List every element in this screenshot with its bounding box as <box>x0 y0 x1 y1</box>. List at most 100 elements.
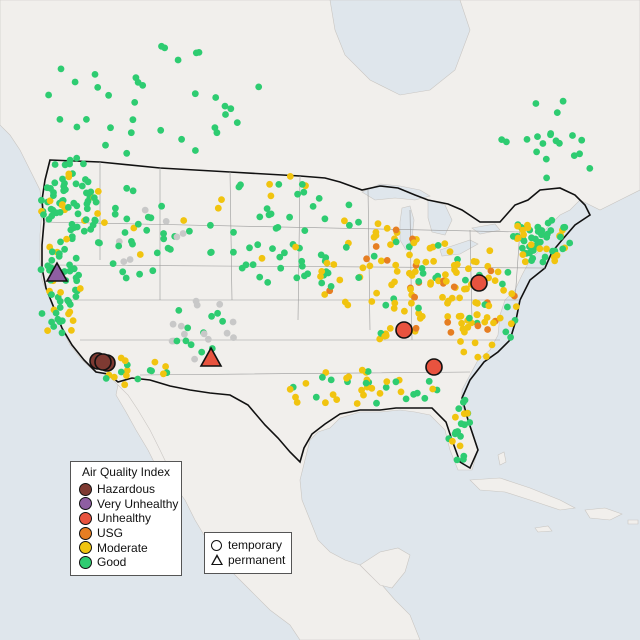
legend-item-good: Good <box>79 555 173 570</box>
sensor-point <box>444 318 452 326</box>
sensor-point <box>110 373 118 381</box>
sensor-point <box>464 409 471 417</box>
sensor-point <box>382 301 390 309</box>
sensor-point <box>192 49 200 57</box>
sensor-point <box>101 219 108 227</box>
sensor-point <box>434 242 442 249</box>
sensor-point <box>542 155 550 163</box>
good-dot-icon <box>79 555 92 569</box>
sensor-point <box>418 265 426 272</box>
legend-item-temporary: temporary <box>211 538 285 553</box>
sensor-point <box>286 385 294 393</box>
sensor-point <box>413 258 421 266</box>
sensor-point <box>160 235 168 243</box>
sensor-point <box>441 240 449 248</box>
sensor-point <box>191 355 199 363</box>
sensor-point <box>520 231 527 239</box>
sensor-point <box>136 270 144 278</box>
sensor-point <box>298 262 306 270</box>
sensor-point <box>484 326 491 333</box>
sensor-point <box>160 230 168 237</box>
sensor-point <box>322 399 329 407</box>
sensor-point <box>269 245 276 253</box>
lake-huron <box>427 199 453 236</box>
sensor-point <box>198 348 206 356</box>
sensor-point <box>115 242 123 250</box>
sensor-point <box>126 256 134 263</box>
sensor-point <box>83 116 90 123</box>
sensor-point <box>162 218 170 225</box>
sensor-point <box>408 272 416 279</box>
sensor-point <box>524 224 532 232</box>
sensor-point <box>543 245 550 253</box>
sensor-point <box>134 220 142 228</box>
sensor-point <box>382 384 390 391</box>
sensor-point <box>318 279 326 287</box>
legend-item-permanent: permanent <box>211 553 285 568</box>
sensor-point <box>167 246 174 253</box>
sensor-point <box>200 330 208 338</box>
sensor-point <box>48 256 56 264</box>
sensor-point <box>227 105 235 113</box>
sensor-point <box>300 188 308 196</box>
sensor-point <box>405 243 413 251</box>
sensor-point <box>401 307 408 315</box>
sensor-point <box>129 187 137 195</box>
sensor-point <box>566 239 574 247</box>
sensor-point <box>586 165 594 172</box>
sensor-point <box>73 154 81 162</box>
sensor-point <box>491 277 499 284</box>
sensor-point <box>358 386 365 394</box>
sensor-point <box>181 330 188 338</box>
sensor-point <box>532 100 540 107</box>
sensor-point <box>57 65 65 73</box>
sensor-point <box>55 250 63 258</box>
lake-superior <box>361 183 431 201</box>
sensor-point <box>410 239 418 247</box>
legend-label: Moderate <box>97 540 148 555</box>
sensor-point <box>460 452 468 460</box>
sensor-point <box>61 180 68 187</box>
sensor-point <box>38 196 45 204</box>
sensor-point <box>454 256 461 263</box>
sensor-point <box>144 213 152 221</box>
sensor-point <box>569 132 576 139</box>
sensor-point <box>370 252 378 260</box>
sensor-point <box>45 91 52 99</box>
sensor-point <box>141 206 149 214</box>
sensor-point <box>527 241 535 249</box>
sensor-point <box>151 358 159 366</box>
sensor-point <box>235 183 243 191</box>
sensor-point <box>127 129 135 137</box>
sensor-point <box>559 245 567 253</box>
sensor-point <box>275 181 283 188</box>
sensor-point <box>333 396 341 403</box>
sensor-point <box>483 353 490 360</box>
puerto-rico <box>627 519 639 525</box>
sensor-point <box>123 184 131 192</box>
sensor-point <box>383 224 391 232</box>
cuba <box>469 477 576 511</box>
sensor-point <box>336 276 344 284</box>
sensor-point <box>444 299 451 307</box>
sensor-point <box>343 374 350 382</box>
sensor-point <box>68 220 76 228</box>
sensor-point <box>66 156 74 164</box>
sensor-point <box>471 339 479 347</box>
sensor-point <box>452 428 460 436</box>
sensor-point <box>109 260 117 267</box>
sensor-point <box>50 192 57 200</box>
sensor-point <box>570 152 578 160</box>
sensor-point <box>281 249 288 257</box>
sensor-point <box>54 315 62 323</box>
sensor-point <box>263 205 271 213</box>
sensor-point <box>207 221 214 229</box>
sensor-point <box>462 276 469 284</box>
sensor-point <box>223 329 231 337</box>
sensor-point <box>286 213 293 221</box>
sensor-point <box>528 257 535 264</box>
sensor-point <box>412 324 420 332</box>
permanent-monitor-marker <box>45 261 69 282</box>
